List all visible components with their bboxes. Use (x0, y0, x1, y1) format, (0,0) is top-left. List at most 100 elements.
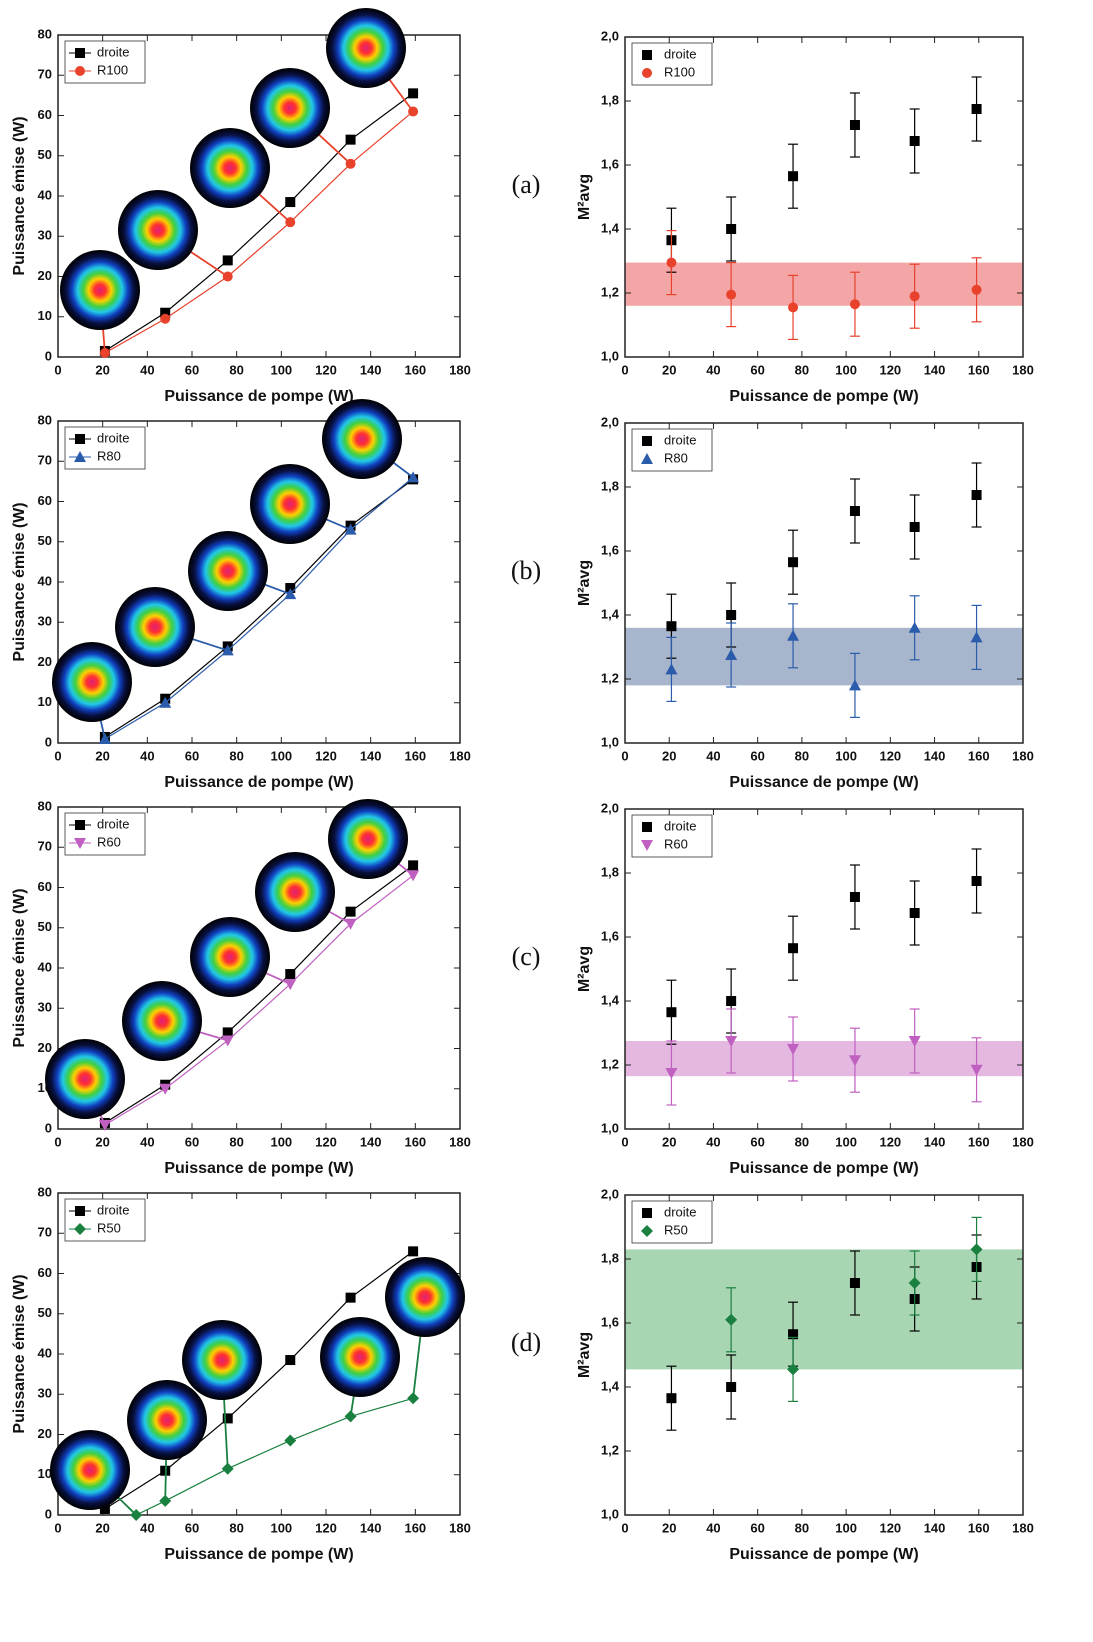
x-tick-label: 20 (662, 362, 676, 377)
y-tick-label: 40 (38, 959, 52, 974)
data-point (788, 171, 799, 182)
x-tick-label: 40 (706, 362, 720, 377)
y-axis-title: Puissance émise (W) (11, 1274, 28, 1433)
legend-marker (642, 822, 652, 832)
data-point (159, 1083, 172, 1095)
series-line (104, 111, 414, 354)
data-point (666, 621, 677, 632)
series-line (104, 476, 414, 740)
legend-marker (74, 1223, 86, 1235)
legend-label: R100 (97, 62, 128, 77)
beam-profile (122, 981, 202, 1061)
data-point (408, 1246, 419, 1257)
y-tick-label: 70 (38, 1225, 52, 1240)
x-axis-title: Puissance de pompe (W) (729, 1160, 918, 1177)
legend-marker (74, 451, 86, 462)
series-line (104, 478, 414, 738)
x-axis-title: Puissance de pompe (W) (164, 388, 353, 405)
y-tick-label: 40 (38, 573, 52, 588)
x-tick-label: 20 (662, 748, 676, 763)
x-tick-label: 60 (185, 362, 199, 377)
beam-profile (188, 531, 268, 611)
data-point (665, 663, 678, 675)
x-axis-title: Puissance de pompe (W) (729, 1546, 918, 1563)
x-tick-label: 100 (835, 1520, 857, 1535)
data-point (726, 996, 737, 1006)
y-tick-label: 10 (38, 308, 52, 323)
data-point (408, 88, 419, 99)
data-point (666, 1007, 677, 1018)
x-tick-label: 160 (968, 362, 990, 377)
x-tick-label: 120 (315, 1134, 337, 1149)
x-tick-label: 0 (54, 362, 61, 377)
x-tick-label: 100 (270, 1134, 292, 1149)
legend-label: droite (664, 818, 697, 833)
data-point (970, 631, 983, 643)
y-tick-label: 1,4 (601, 1378, 620, 1393)
x-tick-label: 40 (706, 1134, 720, 1149)
x-tick-label: 140 (924, 1520, 946, 1535)
y-tick-label: 1,4 (601, 220, 620, 235)
y-tick-label: 1,0 (601, 1506, 619, 1521)
x-tick-label: 120 (315, 748, 337, 763)
data-point (99, 1503, 110, 1514)
x-axis-title: Puissance de pompe (W) (164, 1160, 353, 1177)
y-axis-title: M²avg (576, 946, 593, 992)
legend-marker (641, 840, 653, 851)
beam-profile (60, 250, 140, 330)
x-tick-label: 20 (95, 1520, 109, 1535)
x-tick-label: 140 (924, 362, 946, 377)
beam-profile (190, 128, 270, 208)
x-tick-label: 60 (750, 748, 764, 763)
data-point (345, 906, 356, 917)
beam-profile (115, 587, 195, 667)
y-axis-title: M²avg (576, 560, 593, 606)
y-tick-label: 1,8 (601, 92, 619, 107)
x-tick-label: 20 (95, 748, 109, 763)
legend-label: droite (664, 432, 697, 447)
x-tick-label: 0 (621, 1134, 628, 1149)
legend-label: R60 (664, 836, 688, 851)
x-tick-label: 100 (835, 1134, 857, 1149)
data-point (284, 1434, 297, 1447)
data-point (849, 120, 860, 130)
data-point (345, 134, 356, 145)
y-tick-label: 1,6 (601, 156, 619, 171)
data-point (222, 255, 233, 266)
y-tick-label: 80 (38, 412, 52, 427)
x-tick-label: 60 (185, 1520, 199, 1535)
y-tick-label: 80 (38, 798, 52, 813)
y-tick-label: 50 (38, 533, 52, 548)
y-tick-label: 60 (38, 107, 52, 122)
panel-label: (b) (511, 556, 541, 585)
x-tick-label: 140 (924, 1134, 946, 1149)
x-tick-label: 60 (185, 748, 199, 763)
legend-label: R50 (664, 1222, 688, 1237)
series-line (104, 874, 414, 1126)
y-tick-label: 1,8 (601, 864, 619, 879)
data-point (971, 284, 982, 295)
panel-label: (c) (512, 942, 541, 971)
data-point (666, 1393, 677, 1404)
y-tick-label: 0 (45, 1506, 52, 1521)
x-tick-label: 140 (360, 362, 382, 377)
y-tick-label: 0 (45, 348, 52, 363)
beam-profile (255, 852, 335, 932)
legend-label: R100 (664, 64, 695, 79)
data-point (726, 224, 737, 234)
y-tick-label: 20 (38, 1040, 52, 1055)
x-tick-label: 120 (315, 362, 337, 377)
y-tick-label: 1,6 (601, 928, 619, 943)
beam-profile (250, 464, 330, 544)
data-point (725, 1313, 738, 1326)
data-point (908, 621, 921, 633)
beam-profile (328, 799, 408, 879)
x-tick-label: 80 (229, 1520, 243, 1535)
x-tick-label: 120 (879, 362, 901, 377)
x-tick-label: 0 (54, 748, 61, 763)
x-tick-label: 20 (662, 1520, 676, 1535)
y-tick-label: 20 (38, 1426, 52, 1441)
beam-profile (118, 190, 198, 270)
y-tick-label: 1,8 (601, 1250, 619, 1265)
